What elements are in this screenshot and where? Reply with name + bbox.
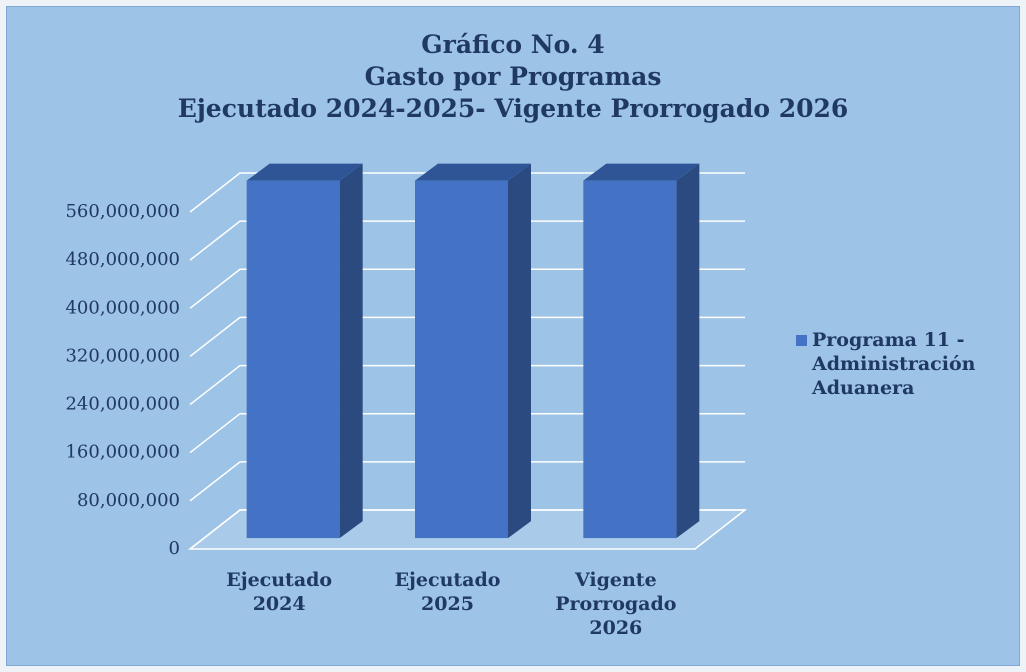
grid-line bbox=[189, 461, 745, 502]
chart-title: Ejecutado 2024-2025- Vigente Prorrogado … bbox=[177, 94, 849, 123]
grid-line bbox=[189, 412, 745, 454]
chart-title: Gasto por Programas bbox=[364, 62, 662, 91]
y-tick-label: 0 bbox=[169, 538, 180, 559]
bar-top bbox=[583, 163, 700, 181]
legend-label: Programa 11 - Administración Aduanera bbox=[812, 329, 976, 399]
bar-side bbox=[676, 163, 700, 539]
y-tick-label: 240,000,000 bbox=[65, 394, 180, 415]
y-tick-label: 480,000,000 bbox=[65, 249, 180, 270]
grid-line bbox=[189, 268, 745, 309]
bar-side bbox=[508, 163, 531, 539]
bar-top bbox=[415, 163, 531, 181]
legend-swatch bbox=[796, 335, 807, 346]
grid-line bbox=[189, 509, 745, 550]
grid-line bbox=[189, 364, 745, 406]
y-tick-label: 80,000,000 bbox=[77, 490, 180, 511]
x-tick-label: Ejecutado 2025 bbox=[394, 569, 501, 615]
bar bbox=[583, 180, 677, 539]
x-tick-label: Vigente Prorrogado 2026 bbox=[555, 569, 677, 639]
grid-line bbox=[189, 316, 745, 358]
grid-line bbox=[189, 172, 745, 213]
y-tick-label: 160,000,000 bbox=[65, 442, 180, 463]
x-tick-label: Ejecutado 2024 bbox=[226, 569, 333, 615]
y-tick-label: 320,000,000 bbox=[65, 345, 180, 366]
bar-top bbox=[246, 163, 363, 181]
chart-title: Gráfico No. 4 bbox=[421, 30, 605, 59]
bar-side bbox=[339, 163, 363, 539]
y-tick-label: 400,000,000 bbox=[65, 297, 180, 318]
grid-line bbox=[189, 220, 745, 261]
y-tick-label: 560,000,000 bbox=[65, 201, 180, 222]
bar bbox=[246, 180, 340, 539]
bar bbox=[415, 180, 508, 539]
